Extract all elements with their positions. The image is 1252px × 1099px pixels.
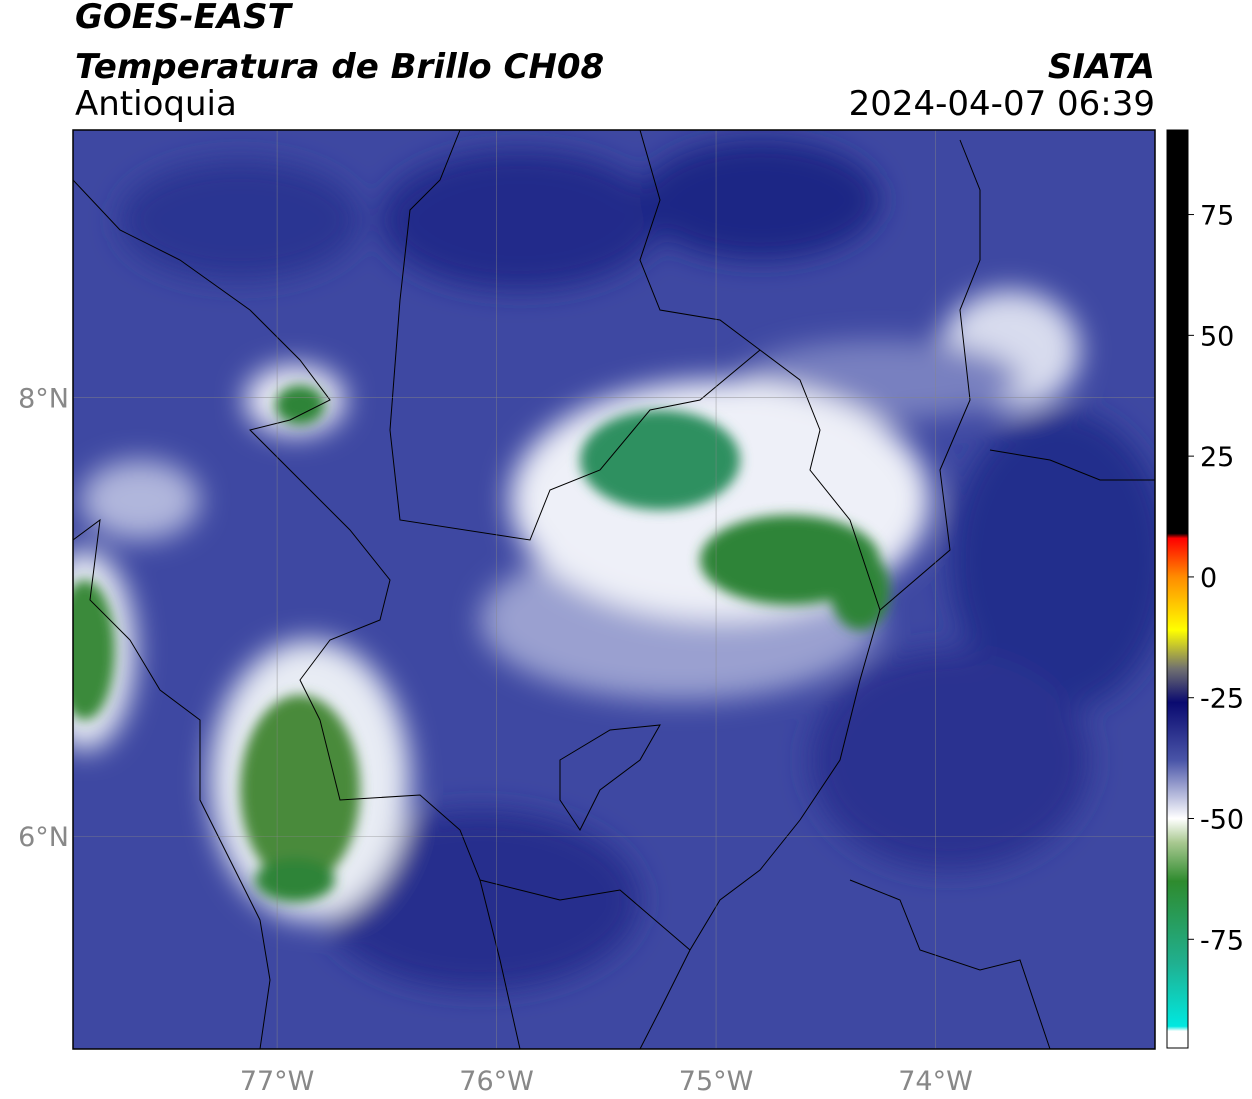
x-tick-label: 74°W — [898, 1066, 973, 1097]
y-tick-label: 6°N — [18, 822, 69, 853]
title: GOES-EAST — [75, 0, 294, 37]
colorbar-tick-label: -25 — [1200, 684, 1244, 715]
axis-labels: 77°W 76°W 75°W 74°W 8°N 6°N — [18, 384, 973, 1097]
y-tick-label: 8°N — [18, 384, 69, 415]
colorbar-tick-label: 75 — [1200, 201, 1234, 232]
colorbar-ticks: 75 50 25 0 -25 -50 -75 — [1188, 201, 1244, 956]
region: Antioquia — [75, 84, 237, 124]
colorbar — [1166, 129, 1189, 1049]
x-tick-label: 77°W — [240, 1066, 315, 1097]
colorbar-tick-label: 0 — [1200, 563, 1217, 594]
x-tick-label: 75°W — [679, 1066, 754, 1097]
datetime: 2024-04-07 06:39 — [849, 84, 1155, 124]
satellite-image — [73, 130, 1155, 1049]
subtitle: Temperatura de Brillo CH08 — [75, 47, 604, 87]
colorbar-tick-label: 50 — [1200, 321, 1234, 352]
map-frame — [72, 129, 1156, 1050]
graticule — [73, 130, 1155, 1049]
x-tick-label: 76°W — [459, 1066, 534, 1097]
colorbar-tick-label: -50 — [1200, 805, 1244, 836]
colorbar-tick-label: 25 — [1200, 442, 1234, 473]
colorbar-tick-label: -75 — [1200, 925, 1244, 956]
source: SIATA — [1048, 47, 1155, 87]
